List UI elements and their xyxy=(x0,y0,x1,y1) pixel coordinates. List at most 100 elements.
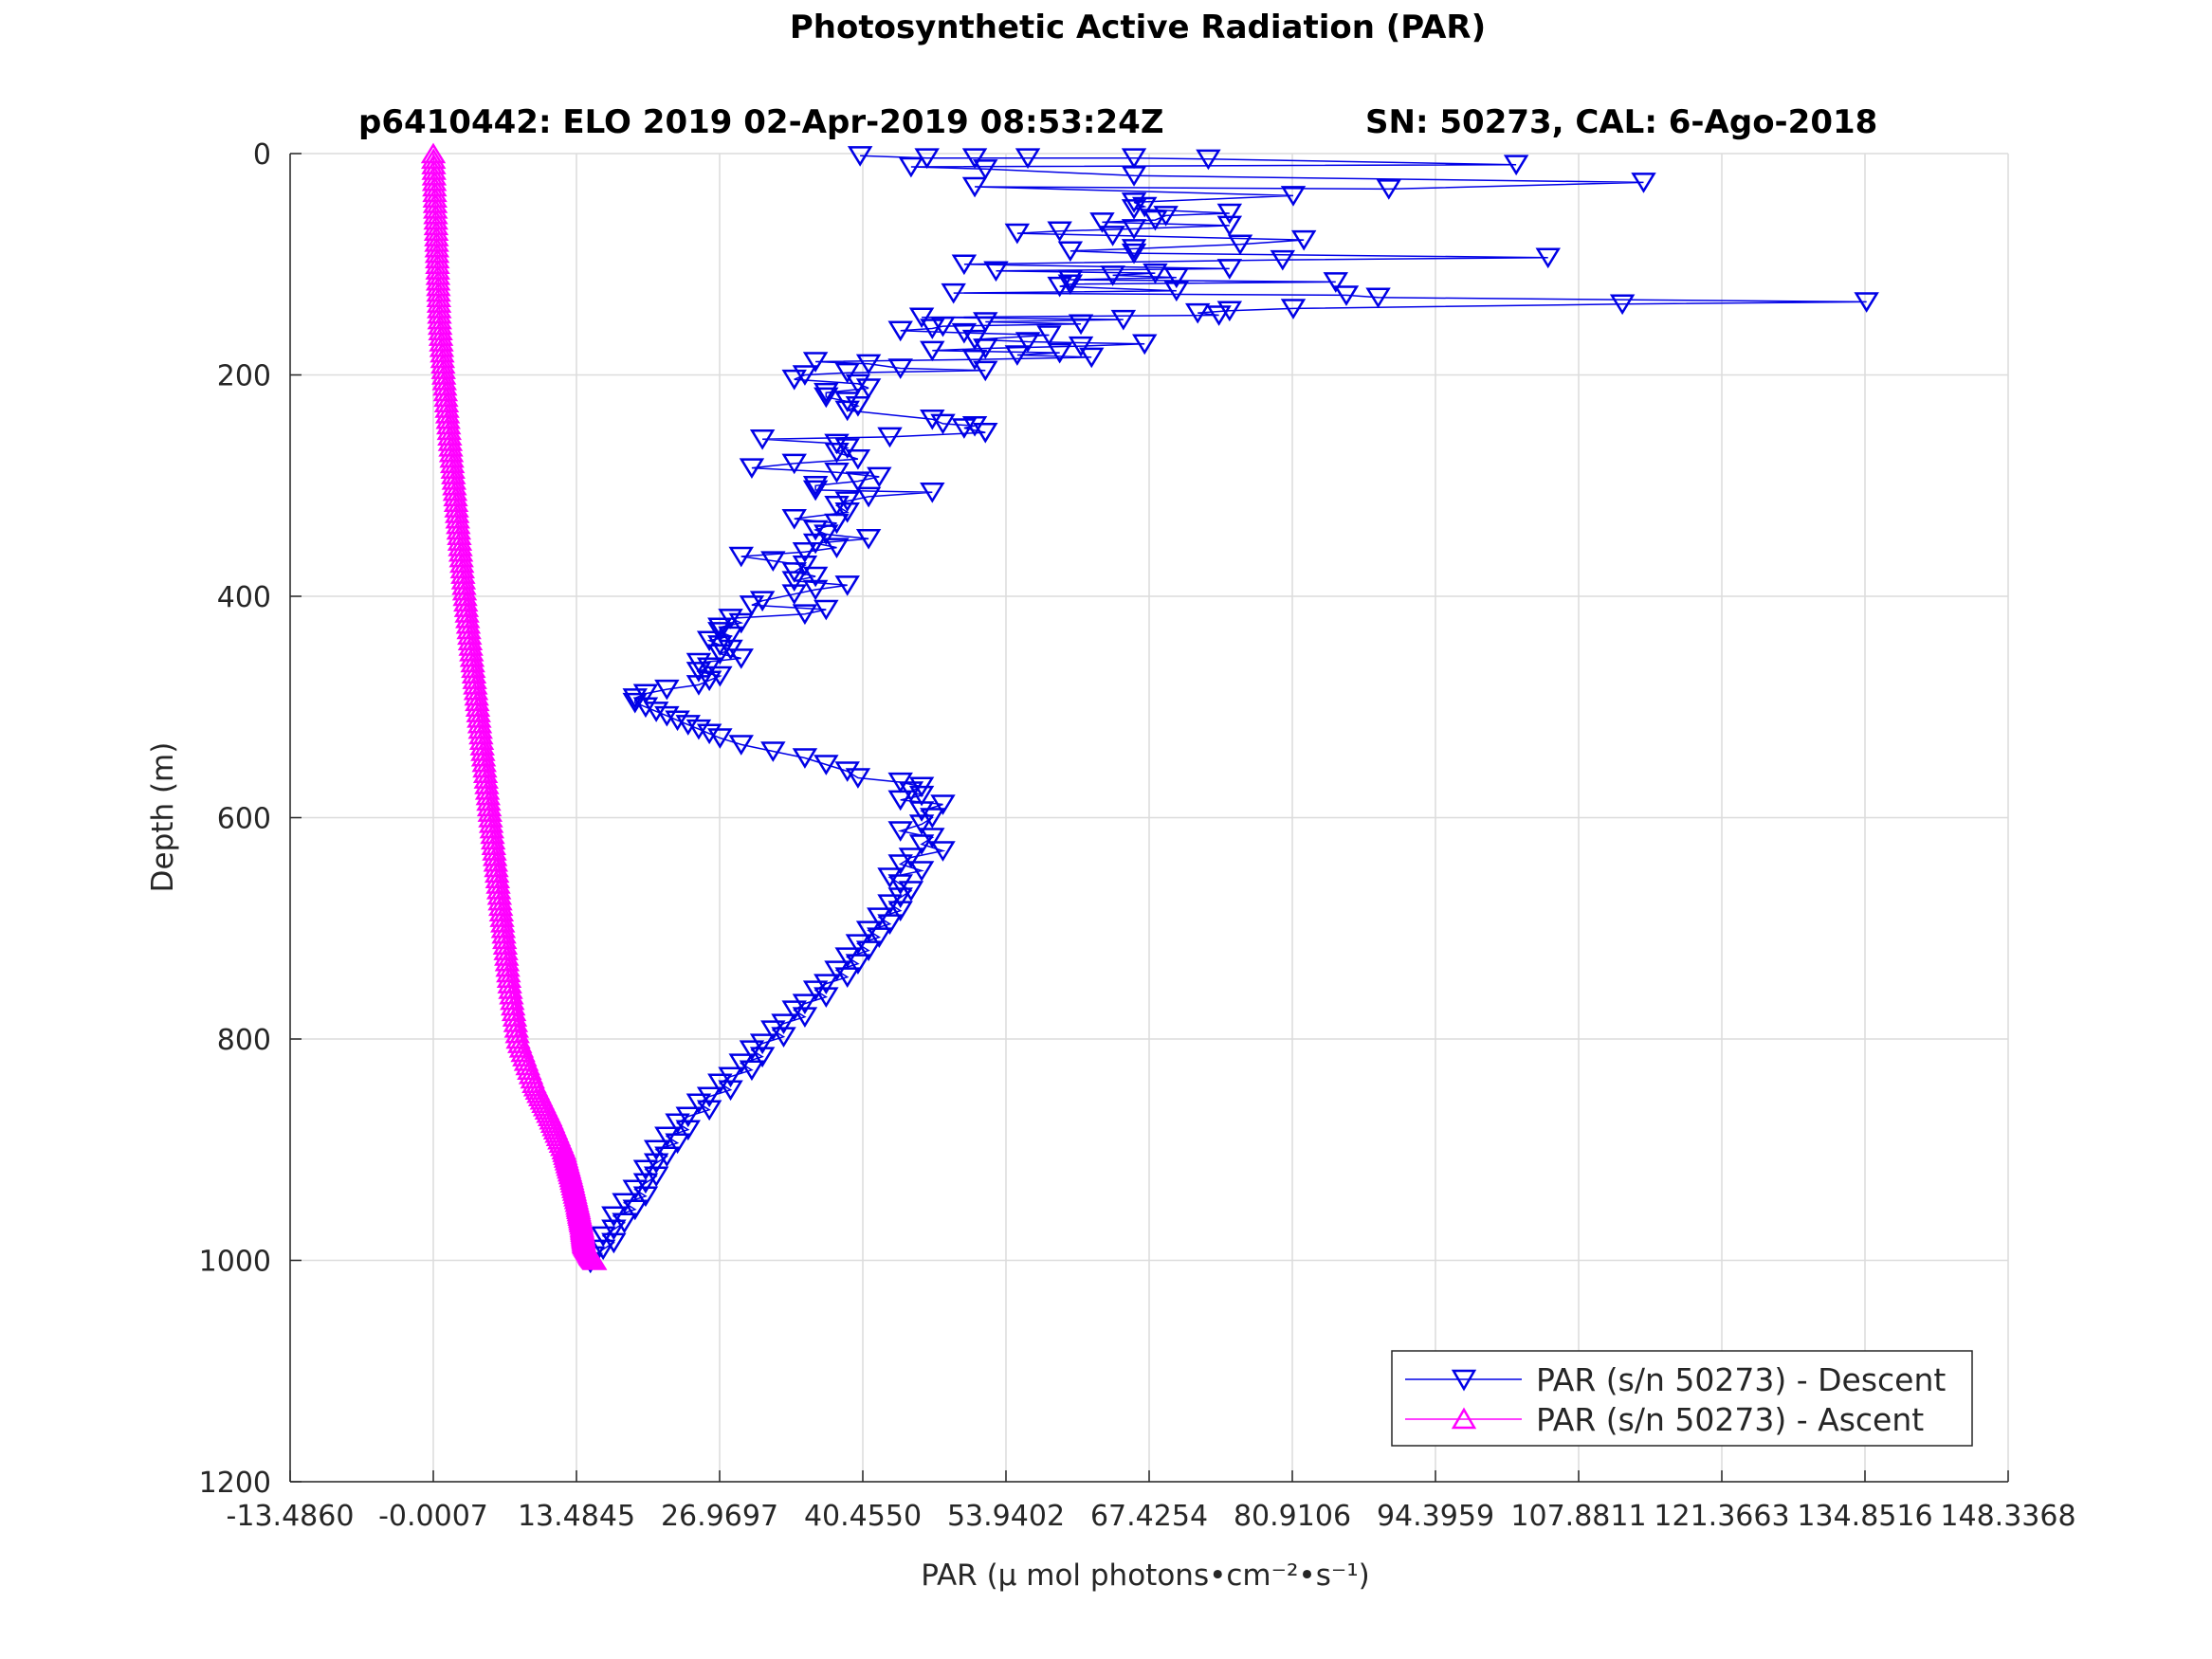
data-point-marker xyxy=(686,719,712,740)
data-point-marker xyxy=(500,989,525,1011)
y-axis-label: Depth (m) xyxy=(146,742,180,893)
data-point-marker xyxy=(1100,226,1125,246)
data-point-marker xyxy=(492,934,519,956)
data-point-marker xyxy=(501,1000,527,1022)
data-point-marker xyxy=(1143,263,1168,284)
data-point-marker xyxy=(824,960,850,982)
data-point-marker xyxy=(887,358,913,379)
data-point-marker xyxy=(463,674,488,695)
data-point-marker xyxy=(792,542,818,563)
data-point-marker xyxy=(802,566,829,588)
data-point-marker xyxy=(951,418,978,439)
data-point-marker xyxy=(877,427,903,448)
data-point-marker xyxy=(612,1212,637,1234)
data-point-marker xyxy=(476,795,503,817)
data-point-marker xyxy=(460,651,485,673)
data-point-marker xyxy=(487,895,514,917)
data-point-marker xyxy=(834,362,860,384)
data-point-marker xyxy=(490,917,517,939)
data-point-marker xyxy=(493,939,519,960)
data-point-marker xyxy=(468,729,495,751)
data-point-marker xyxy=(855,378,882,399)
x-tick-label: 13.4845 xyxy=(518,1500,635,1533)
data-point-marker xyxy=(718,1066,743,1088)
data-point-marker xyxy=(632,697,659,719)
data-point-marker xyxy=(908,861,935,882)
data-point-marker xyxy=(887,901,913,921)
data-point-marker xyxy=(1047,276,1072,298)
data-point-marker xyxy=(802,579,829,601)
data-point-marker xyxy=(489,906,515,927)
data-point-marker xyxy=(814,987,839,1009)
data-point-marker xyxy=(696,1100,722,1121)
data-point-marker xyxy=(632,1173,659,1194)
data-point-marker xyxy=(1121,148,1147,170)
data-point-marker xyxy=(459,640,484,662)
data-point-marker xyxy=(1206,305,1232,326)
data-point-marker xyxy=(472,757,498,778)
data-point-marker xyxy=(845,954,871,975)
data-point-marker xyxy=(749,428,776,450)
data-point-marker xyxy=(622,1199,648,1221)
series-layer xyxy=(420,142,1879,1274)
data-point-marker xyxy=(1333,285,1360,306)
data-point-marker xyxy=(707,1073,733,1095)
data-point-marker xyxy=(496,967,522,989)
data-point-marker xyxy=(855,921,882,941)
data-point-marker xyxy=(739,595,765,616)
data-point-marker xyxy=(1163,267,1190,289)
data-point-marker xyxy=(961,349,988,371)
data-point-marker xyxy=(462,668,487,689)
data-point-marker xyxy=(1121,219,1147,240)
data-point-marker xyxy=(1121,239,1147,260)
data-point-marker xyxy=(696,723,722,745)
data-point-marker xyxy=(814,755,839,775)
data-point-marker xyxy=(665,1113,690,1135)
x-tick-label: 134.8516 xyxy=(1797,1500,1932,1533)
data-point-marker xyxy=(456,618,482,640)
data-point-marker xyxy=(1854,292,1879,313)
data-point-marker xyxy=(1631,173,1656,193)
data-point-marker xyxy=(877,914,903,935)
data-point-marker xyxy=(802,480,829,501)
data-point-marker xyxy=(1110,309,1137,331)
x-tick-label: 121.3663 xyxy=(1654,1500,1789,1533)
data-point-marker xyxy=(1015,332,1041,353)
data-point-marker xyxy=(941,283,966,304)
data-point-marker xyxy=(675,1120,701,1141)
data-point-marker xyxy=(781,369,807,391)
data-point-marker xyxy=(792,748,818,769)
data-point-marker xyxy=(581,1249,608,1270)
data-point-marker xyxy=(1057,241,1084,263)
y-tick-label: 600 xyxy=(217,803,271,836)
data-point-marker xyxy=(845,934,871,955)
data-point-marker xyxy=(590,1239,616,1261)
y-tick-label: 1200 xyxy=(199,1467,271,1500)
legend-descent-marker xyxy=(1451,1369,1477,1392)
data-point-marker xyxy=(485,873,511,894)
data-point-marker xyxy=(749,1047,776,1068)
data-point-marker xyxy=(1216,259,1243,280)
data-point-marker xyxy=(484,862,510,884)
data-point-marker xyxy=(1068,314,1094,336)
data-point-marker xyxy=(1132,334,1158,356)
data-point-marker xyxy=(728,612,754,634)
data-point-marker xyxy=(1100,265,1125,286)
chart-subtitle-right: SN: 50273, CAL: 6-Ago-2018 xyxy=(1365,103,1877,141)
data-point-marker xyxy=(483,850,509,872)
axes: -13.4860 -0.0007 13.4845 26.9697 40.4550 53.9… xyxy=(199,138,2076,1533)
data-point-marker xyxy=(792,994,818,1015)
data-point-marker xyxy=(845,448,871,470)
data-point-marker xyxy=(494,950,521,972)
data-point-marker xyxy=(497,973,522,994)
data-point-marker xyxy=(824,496,850,517)
data-point-marker xyxy=(898,156,924,178)
data-point-marker xyxy=(855,529,882,550)
data-point-marker xyxy=(824,442,850,464)
data-point-marker xyxy=(457,624,483,646)
x-tick-label: 53.9402 xyxy=(947,1500,1065,1533)
data-point-marker xyxy=(601,1232,627,1254)
data-point-marker xyxy=(496,961,521,983)
data-point-marker xyxy=(479,817,505,839)
data-point-marker xyxy=(476,790,502,811)
